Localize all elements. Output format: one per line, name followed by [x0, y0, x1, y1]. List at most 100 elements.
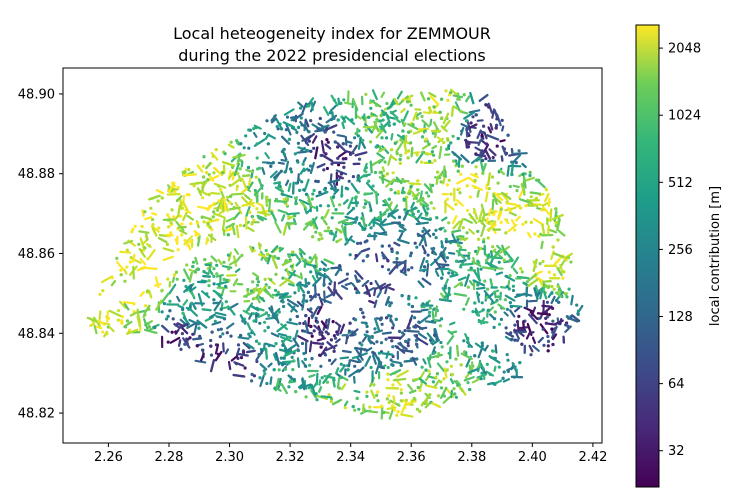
data-point [445, 183, 450, 187]
data-point [454, 101, 461, 112]
data-point [311, 192, 315, 196]
data-point [353, 318, 358, 322]
data-point [554, 291, 563, 298]
data-point [451, 106, 454, 117]
data-point [241, 177, 247, 189]
data-point [249, 245, 254, 253]
x-tick-label: 2.28 [155, 450, 184, 465]
data-point [236, 356, 240, 360]
data-point [256, 167, 260, 171]
data-point [239, 142, 243, 146]
data-point [279, 356, 283, 360]
data-point [182, 278, 186, 282]
data-point [247, 226, 255, 233]
data-point [407, 123, 419, 131]
data-point [168, 283, 177, 295]
data-point [323, 130, 327, 134]
data-point [344, 282, 353, 286]
data-point [228, 206, 241, 211]
data-point [381, 352, 394, 356]
data-point [207, 284, 211, 288]
data-point [336, 134, 346, 138]
data-point [450, 389, 453, 399]
data-point [410, 399, 414, 403]
data-point [188, 271, 193, 283]
data-point [407, 338, 411, 342]
data-point [226, 253, 231, 257]
data-point [317, 238, 321, 242]
data-point [349, 144, 358, 156]
data-point [201, 348, 205, 352]
data-point [273, 255, 277, 259]
data-point [418, 377, 427, 385]
data-point [252, 272, 260, 278]
data-point [557, 300, 561, 304]
data-point [255, 314, 259, 318]
data-point [401, 129, 405, 133]
data-point [233, 361, 245, 367]
data-point [482, 240, 486, 244]
data-point [387, 314, 391, 318]
data-point [331, 376, 336, 388]
data-point [449, 273, 459, 278]
data-point [123, 302, 130, 311]
data-point [390, 339, 394, 343]
data-point [96, 325, 103, 330]
data-point [242, 146, 246, 150]
data-point [385, 386, 399, 390]
data-point [388, 304, 392, 308]
data-point [468, 195, 472, 199]
data-point [415, 407, 419, 411]
data-point [468, 123, 478, 129]
data-point [551, 333, 558, 341]
data-point [438, 324, 442, 328]
data-point [414, 296, 418, 300]
colorbar-tick-label: 32 [668, 444, 685, 459]
data-point [314, 230, 318, 234]
data-point [515, 189, 519, 193]
data-point [312, 341, 322, 345]
data-point [177, 225, 187, 229]
data-point [274, 272, 278, 276]
data-point [440, 292, 446, 300]
data-point [241, 201, 255, 207]
data-point [129, 311, 138, 317]
data-point [128, 260, 132, 264]
data-point [248, 198, 253, 205]
data-point [447, 221, 451, 225]
data-point [483, 131, 488, 140]
data-point [430, 150, 434, 154]
data-point [505, 331, 515, 338]
data-point [295, 130, 299, 134]
data-point [142, 311, 147, 318]
data-point [452, 229, 462, 233]
data-point [210, 255, 218, 263]
data-point [453, 292, 467, 297]
data-point [377, 351, 381, 355]
data-point [213, 182, 227, 189]
data-point [215, 272, 219, 276]
data-point [485, 296, 489, 300]
data-point [243, 291, 255, 298]
data-point [380, 251, 389, 261]
data-point [442, 112, 450, 125]
data-point [410, 210, 414, 214]
plot-frame [62, 67, 603, 444]
data-point [201, 182, 206, 192]
data-point [406, 318, 413, 330]
data-point [368, 201, 373, 212]
data-point [566, 324, 570, 328]
data-point [281, 214, 286, 222]
data-point [224, 284, 228, 288]
data-point [177, 204, 181, 218]
data-point [495, 123, 499, 127]
data-point [351, 206, 356, 210]
data-point [506, 369, 510, 373]
data-point [185, 263, 189, 267]
data-point [274, 342, 278, 346]
data-point [233, 162, 240, 176]
data-point [227, 305, 236, 316]
data-point [422, 237, 426, 241]
data-point [357, 407, 361, 411]
scatter-points [86, 88, 584, 420]
